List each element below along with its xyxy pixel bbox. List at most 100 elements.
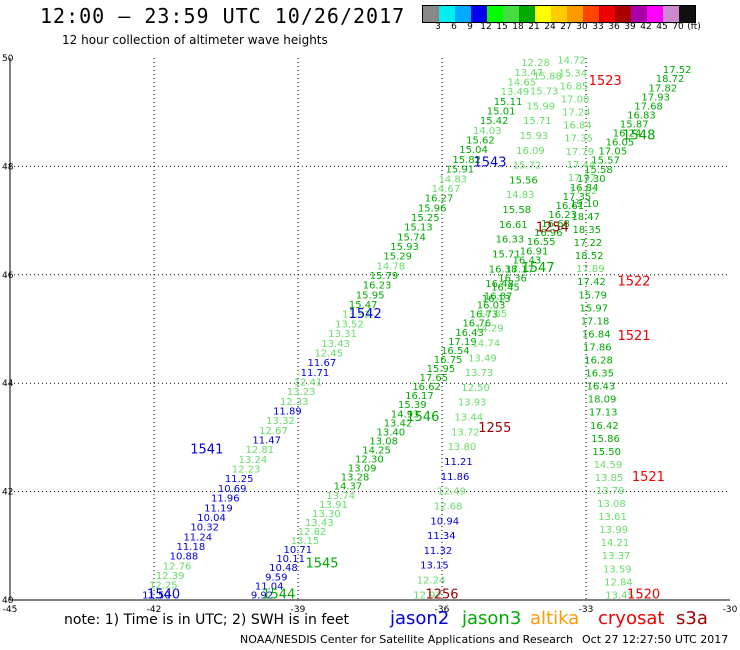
x-tick-label: -33 — [579, 605, 594, 615]
wave-height-label: 15.11 — [494, 97, 523, 108]
colorbar-label: 70 — [672, 22, 684, 32]
time-labels: 1540 1541 1542 1543 1544 1545 1546 1547 1548 1256… — [147, 74, 665, 602]
wave-height-label: 14.21 — [601, 538, 630, 549]
wave-height-label: 15.96 — [418, 203, 447, 214]
wave-height-label: 11.47 — [252, 436, 281, 447]
wave-height-label: 10.71 — [283, 545, 312, 556]
satellite-s3a: s3a — [676, 608, 708, 629]
wave-height-label: 17.00 — [561, 95, 590, 106]
colorbar-label: 6 — [451, 22, 457, 32]
x-tick-label: -30 — [723, 605, 738, 615]
pass-time-label: 1521 — [617, 329, 650, 344]
wave-height-label: 15.72 — [513, 161, 542, 172]
colorbar-label: 12 — [480, 22, 492, 32]
wave-height-label: 15.71 — [523, 116, 552, 127]
wave-height-label: 16.43 — [587, 382, 616, 393]
ticks: -45 -42 -39 -36 -33 -30 40 42 44 46 48 50 — [2, 54, 738, 615]
colorbar-swatch — [615, 6, 631, 22]
colorbar-swatch — [439, 6, 455, 22]
colorbar-swatch — [631, 6, 647, 22]
pass-time-label: 1522 — [617, 275, 650, 290]
wave-height-label: 11.24 — [183, 532, 212, 543]
wave-height-label: 11.18 — [177, 542, 206, 553]
wave-height-label: 16.96 — [534, 228, 563, 239]
wave-height-label: 11.25 — [225, 474, 254, 485]
wave-height-label: 13.42 — [384, 418, 413, 429]
wave-height-label: 17.82 — [569, 186, 598, 197]
wave-height-label: 14.67 — [432, 184, 461, 195]
wave-height-label: 16.33 — [496, 235, 525, 246]
colorbar-swatch — [599, 6, 615, 22]
pass-time-label: 1544 — [262, 587, 295, 602]
wave-height-label: 18.52 — [575, 251, 604, 262]
wave-height-label: 17.65 — [419, 373, 448, 384]
wave-height-label: 15.29 — [383, 252, 412, 263]
wave-height-label: 13.74 — [326, 491, 355, 502]
wave-height-label: 16.84 — [582, 329, 611, 340]
wave-height-label: 17.97 — [568, 173, 597, 184]
colorbar-swatch — [551, 6, 567, 22]
wave-height-label: 16.27 — [425, 194, 454, 205]
wave-height-label: 15.86 — [591, 434, 620, 445]
wave-height-label: 17.68 — [634, 101, 663, 112]
colorbar-labels: 3 6 9 12 15 18 21 24 27 30 33 36 39 42 45 70 (ft) — [422, 22, 740, 36]
wave-height-label: 13.80 — [448, 442, 477, 453]
wave-height-label: 12.49 — [437, 487, 466, 498]
pass-time-label: 1254 — [536, 220, 569, 235]
pass-time-label: 1540 — [147, 587, 180, 602]
wave-height-label: 10.11 — [276, 554, 305, 565]
colorbar-label: 36 — [608, 22, 620, 32]
wave-height-label: 17.44 — [567, 160, 596, 171]
wave-height-label: 13.08 — [597, 499, 626, 510]
pass-time-label: 1542 — [349, 307, 382, 322]
colorbar-label: 18 — [512, 22, 524, 32]
colorbar-label: 15 — [496, 22, 508, 32]
wave-height-label: 15.50 — [592, 447, 621, 458]
wave-height-label: 13.72 — [451, 427, 480, 438]
wave-height-label: 15.04 — [459, 145, 488, 156]
pass-time-label: 1546 — [406, 410, 439, 425]
wave-height-label: 17.24 — [562, 108, 591, 119]
wave-height-label: 13.85 — [595, 473, 624, 484]
wave-height-label: 14.85 — [478, 309, 507, 320]
wave-height-label: 15.71 — [492, 250, 521, 261]
pass-time-label: 1541 — [190, 443, 223, 458]
wave-height-label: 13.30 — [312, 509, 341, 520]
colorbar-swatch — [567, 6, 583, 22]
wave-height-label: 16.61 — [499, 220, 528, 231]
wave-height-label: 15.39 — [398, 400, 427, 411]
wave-height-label: 15.79 — [370, 271, 399, 282]
wave-height-label: 12.33 — [280, 397, 309, 408]
y-tick-label: 46 — [2, 271, 14, 281]
wave-height-label: 11.86 — [441, 472, 470, 483]
wave-height-label: 13.08 — [369, 436, 398, 447]
wave-height-label: 11.34 — [427, 531, 456, 542]
wave-height-label: 15.88 — [533, 72, 562, 83]
wave-height-label: 13.79 — [596, 486, 625, 497]
wave-height-label: 16.68 — [541, 219, 570, 230]
wave-height-label: 10.04 — [197, 513, 226, 524]
wave-height-label: 17.89 — [576, 264, 605, 275]
wave-height-label: 17.35 — [563, 192, 592, 203]
wave-height-label: 13.31 — [328, 329, 357, 340]
wave-height-label: 14.83 — [506, 190, 535, 201]
wave-height-label: 13.09 — [348, 464, 377, 475]
wave-height-label: 13.73 — [465, 368, 494, 379]
wave-height-label: 11.32 — [424, 546, 453, 557]
wave-height-label: 12.81 — [245, 445, 274, 456]
wave-height-label: 12.39 — [156, 571, 185, 582]
wave-height-label: 13.59 — [603, 564, 632, 575]
wave-height-label: 17.18 — [581, 316, 610, 327]
wave-height-label: 11.04 — [255, 581, 284, 592]
pass-time-label: 1256 — [425, 587, 458, 602]
wave-height-label: 16.85 — [560, 82, 589, 93]
wave-height-label: 17.86 — [583, 342, 612, 353]
wave-height-label: 17.30 — [577, 174, 606, 185]
wave-height-label: 16.83 — [627, 110, 656, 121]
wave-height-label: 13.28 — [341, 473, 370, 484]
wave-height-label: 15.93 — [520, 131, 549, 142]
wave-height-label: 15.58 — [502, 205, 531, 216]
wave-height-label: 15.93 — [390, 242, 419, 253]
wave-height-label: 17.52 — [663, 65, 692, 76]
wave-height-label: 11.89 — [273, 407, 302, 418]
